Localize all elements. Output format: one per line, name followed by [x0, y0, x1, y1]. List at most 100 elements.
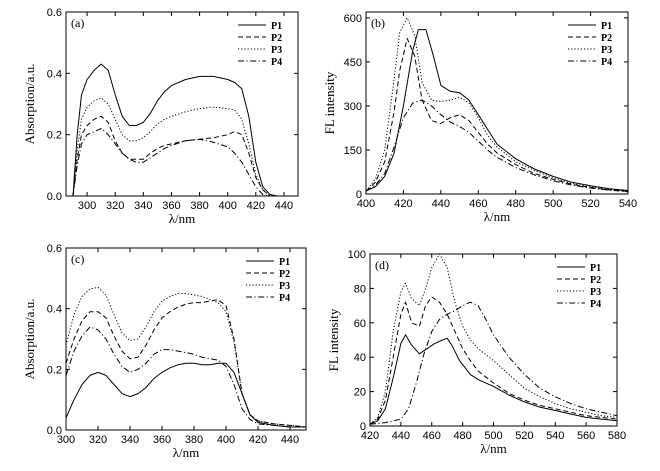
- x-tick-label: 340: [134, 200, 152, 212]
- x-axis-title: λ/nm: [173, 445, 200, 460]
- panel-label: (a): [71, 16, 84, 30]
- legend-label: P3: [279, 281, 290, 292]
- x-tick-label: 480: [507, 198, 525, 210]
- y-axis-title: FL intensity: [322, 71, 337, 134]
- x-tick-label: 480: [453, 430, 471, 442]
- y-tick-label: 0.0: [47, 191, 62, 203]
- x-tick-label: 420: [249, 434, 267, 446]
- x-tick-label: 580: [608, 430, 626, 442]
- y-axis-title: Absorption/a.u.: [22, 64, 37, 145]
- y-axis-title: FL intensity: [326, 308, 341, 371]
- series-line-p2: [72, 115, 277, 197]
- series-line-p3: [369, 253, 618, 425]
- legend-label: P2: [271, 33, 282, 44]
- series-line-p3: [72, 97, 277, 197]
- chart-panel-3: 420 440 460 480 500 520 540 560 580 0 20 40 60 80 100 λ…: [326, 249, 626, 456]
- y-tick-label: 0.6: [47, 243, 62, 255]
- chart-panel-2: 300 320 340 360 380 400 420 440 0.0 0.2 0.4 0.6 λ/nm…: [22, 243, 307, 460]
- x-axis-title: λ/nm: [484, 209, 511, 224]
- x-tick-label: 560: [577, 430, 595, 442]
- y-tick-label: 100: [348, 249, 366, 261]
- series-line-p2: [65, 299, 307, 428]
- y-tick-label: 20: [354, 387, 366, 399]
- x-tick-label: 320: [89, 434, 107, 446]
- y-tick-label: 150: [344, 145, 362, 157]
- x-axis-title: λ/nm: [169, 211, 196, 226]
- x-tick-label: 360: [153, 434, 171, 446]
- legend-label: P3: [271, 45, 282, 56]
- chart-panel-1: 400 420 440 460 480 500 520 540 0 150 300 450 600 λ/n…: [322, 11, 637, 224]
- legend-label: P2: [279, 269, 290, 280]
- legend-label: P3: [601, 45, 612, 56]
- x-tick-label: 320: [106, 200, 124, 212]
- x-tick-label: 400: [217, 434, 235, 446]
- x-tick-label: 300: [78, 200, 96, 212]
- series-line-p1: [65, 362, 306, 428]
- series-line-p2: [369, 296, 618, 425]
- y-tick-label: 80: [354, 283, 366, 295]
- x-tick-label: 380: [190, 200, 208, 212]
- x-tick-label: 420: [361, 430, 379, 442]
- y-tick-label: 40: [354, 352, 366, 364]
- x-tick-label: 540: [619, 198, 637, 210]
- chart-panel-0: 300 320 340 360 380 400 420 440 0.0 0.2 0.4 0.6 λ/nm…: [22, 7, 299, 226]
- plot-frame: [65, 11, 299, 197]
- x-axis-title: λ/nm: [480, 441, 507, 456]
- y-tick-label: 0.2: [47, 130, 62, 142]
- x-tick-label: 420: [394, 198, 412, 210]
- series-line-p1: [369, 334, 618, 425]
- y-tick-label: 450: [344, 57, 362, 69]
- legend-label: P4: [271, 57, 282, 68]
- y-tick-label: 0.4: [47, 304, 62, 316]
- legend-label: P1: [271, 21, 282, 32]
- legend-label: P4: [590, 299, 601, 310]
- x-tick-label: 500: [484, 430, 502, 442]
- x-tick-label: 360: [162, 200, 180, 212]
- x-tick-label: 520: [581, 198, 599, 210]
- y-axis-title: Absorption/a.u.: [22, 299, 37, 380]
- x-tick-label: 440: [432, 198, 450, 210]
- x-tick-label: 420: [247, 200, 265, 212]
- x-tick-label: 340: [121, 434, 139, 446]
- panel-label: (d): [375, 258, 389, 272]
- plot-frame: [65, 247, 307, 431]
- series-line-p4: [369, 301, 618, 425]
- x-tick-label: 440: [275, 200, 293, 212]
- series-line-p1: [365, 29, 629, 192]
- legend-label: P2: [601, 33, 612, 44]
- series-line-p2: [365, 37, 629, 192]
- y-tick-label: 60: [354, 318, 366, 330]
- x-tick-label: 300: [57, 434, 75, 446]
- x-tick-label: 400: [219, 200, 237, 212]
- y-tick-label: 600: [344, 13, 362, 25]
- x-tick-label: 540: [546, 430, 564, 442]
- series-line-p4: [365, 99, 629, 193]
- y-tick-label: 0.2: [47, 364, 62, 376]
- y-tick-label: 0.6: [47, 7, 62, 19]
- series-line-p1: [72, 63, 278, 197]
- series-line-p3: [65, 286, 307, 428]
- x-tick-label: 400: [357, 198, 375, 210]
- plot-frame: [369, 253, 618, 427]
- legend-label: P4: [279, 293, 290, 304]
- legend-label: P2: [590, 275, 601, 286]
- panel-label: (c): [71, 252, 84, 266]
- y-tick-label: 0.4: [47, 68, 62, 80]
- series-line-p4: [72, 128, 277, 197]
- x-tick-label: 440: [392, 430, 410, 442]
- legend-label: P1: [601, 21, 612, 32]
- y-tick-label: 300: [344, 101, 362, 113]
- x-tick-label: 460: [469, 198, 487, 210]
- y-tick-label: 0.0: [47, 425, 62, 437]
- x-tick-label: 500: [544, 198, 562, 210]
- legend-label: P1: [279, 257, 290, 268]
- x-tick-label: 440: [281, 434, 299, 446]
- x-tick-label: 380: [185, 434, 203, 446]
- y-tick-label: 0: [356, 189, 362, 201]
- x-tick-label: 520: [515, 430, 533, 442]
- legend-label: P3: [590, 287, 601, 298]
- y-tick-label: 0: [360, 421, 366, 433]
- legend-label: P1: [590, 263, 601, 274]
- x-tick-label: 460: [423, 430, 441, 442]
